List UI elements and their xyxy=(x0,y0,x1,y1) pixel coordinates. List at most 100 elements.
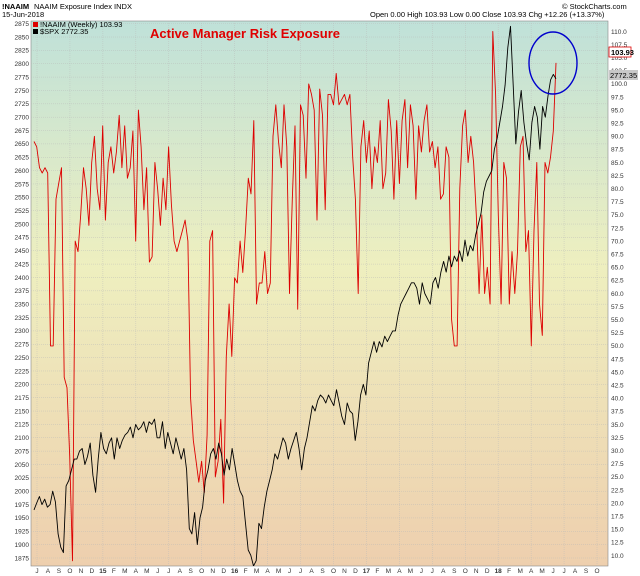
left-tick-label: 1925 xyxy=(15,529,30,536)
left-tick-label: 2400 xyxy=(15,275,30,282)
right-tick-label: 20.0 xyxy=(611,500,624,507)
left-tick-label: 2050 xyxy=(15,462,30,469)
x-tick-label: A xyxy=(573,568,578,575)
right-tick-label: 82.5 xyxy=(611,173,624,180)
right-tick-label: 12.5 xyxy=(611,540,624,547)
x-tick-label: A xyxy=(529,568,534,575)
x-tick-label: O xyxy=(67,568,72,575)
x-tick-label: S xyxy=(584,568,589,575)
x-tick-label: A xyxy=(134,568,139,575)
right-tick-label: 10.0 xyxy=(611,553,624,560)
left-tick-label: 2025 xyxy=(15,475,30,482)
x-tick-label: A xyxy=(397,568,402,575)
x-tick-label: S xyxy=(320,568,325,575)
x-tick-label: J xyxy=(420,568,423,575)
x-tick-label: J xyxy=(551,568,554,575)
x-tick-label: O xyxy=(199,568,204,575)
right-tick-label: 62.5 xyxy=(611,278,624,285)
left-tick-label: 2700 xyxy=(15,114,30,121)
right-tick-label: 110.0 xyxy=(611,29,627,36)
left-tick-label: 2450 xyxy=(15,248,30,255)
left-tick-label: 2100 xyxy=(15,435,30,442)
right-tick-label: 45.0 xyxy=(611,369,624,376)
right-tick-label: 37.5 xyxy=(611,409,624,416)
right-tick-label: 42.5 xyxy=(611,383,624,390)
right-tick-label: 17.5 xyxy=(611,514,624,521)
left-tick-label: 2675 xyxy=(15,128,30,135)
x-tick-label: A xyxy=(46,568,51,575)
x-tick-label: J xyxy=(35,568,38,575)
naaim-last-tag-text: 103.93 xyxy=(611,48,634,57)
right-tick-label: 97.5 xyxy=(611,94,624,101)
right-tick-label: 92.5 xyxy=(611,120,624,127)
x-tick-label: J xyxy=(288,568,291,575)
x-tick-label: D xyxy=(90,568,95,575)
quote-label: Open 0.00 High 103.93 Low 0.00 Close 103… xyxy=(370,10,605,19)
x-tick-label: S xyxy=(452,568,457,575)
right-tick-label: 75.0 xyxy=(611,212,624,219)
left-tick-label: 2175 xyxy=(15,395,30,402)
x-tick-label: F xyxy=(375,568,379,575)
series-line-spx xyxy=(33,25,557,566)
spx-last-tag-text: 2772.35 xyxy=(610,71,637,80)
date-label: 15-Jun-2018 xyxy=(2,10,44,19)
x-tick-label: A xyxy=(178,568,183,575)
x-tick-label: A xyxy=(309,568,314,575)
right-tick-label: 50.0 xyxy=(611,343,624,350)
right-tick-label: 67.5 xyxy=(611,251,624,258)
right-tick-label: 105.0 xyxy=(611,55,628,62)
x-axis: J A S O N D 15 F M A M J J A S O N D 16 F M A M J J A S O N D 17 F M A M J J… xyxy=(35,568,599,575)
left-tick-label: 2625 xyxy=(15,155,30,162)
chart-title: Active Manager Risk Exposure xyxy=(150,26,340,41)
x-tick-label: D xyxy=(353,568,358,575)
left-tick-label: 2350 xyxy=(15,301,30,308)
x-tick-label: M xyxy=(144,568,149,575)
right-tick-label: 65.0 xyxy=(611,265,624,272)
x-tick-label: M xyxy=(517,568,522,575)
x-tick-label: N xyxy=(474,568,479,575)
left-tick-label: 2000 xyxy=(15,488,30,495)
left-tick-label: 2650 xyxy=(15,141,30,148)
right-tick-label: 25.0 xyxy=(611,474,624,481)
x-tick-label: 16 xyxy=(231,568,239,575)
right-tick-label: 52.5 xyxy=(611,330,624,337)
x-tick-label: J xyxy=(167,568,170,575)
right-tick-label: 100.0 xyxy=(611,81,628,88)
left-tick-label: 2850 xyxy=(15,34,30,41)
series-line-naaim xyxy=(33,31,557,562)
legend-swatch-naaim xyxy=(33,22,38,27)
x-tick-label: D xyxy=(485,568,490,575)
left-tick-label: 1875 xyxy=(15,555,30,562)
left-tick-label: 2500 xyxy=(15,221,30,228)
x-tick-label: O xyxy=(331,568,336,575)
left-tick-label: 2550 xyxy=(15,195,30,202)
right-tick-label: 15.0 xyxy=(611,527,624,534)
right-tick-label: 47.5 xyxy=(611,356,624,363)
x-tick-label: A xyxy=(441,568,446,575)
left-tick-label: 2750 xyxy=(15,88,30,95)
x-tick-label: M xyxy=(539,568,544,575)
x-tick-label: A xyxy=(265,568,270,575)
right-tick-label: 72.5 xyxy=(611,225,624,232)
right-tick-label: 77.5 xyxy=(611,199,624,206)
x-tick-label: F xyxy=(507,568,511,575)
legend: !NAAIM (Weekly) 103.93 $SPX 2772.35 xyxy=(33,20,122,36)
x-tick-label: N xyxy=(79,568,84,575)
x-tick-label: M xyxy=(254,568,259,575)
x-tick-label: O xyxy=(594,568,599,575)
left-tick-label: 2125 xyxy=(15,422,30,429)
naaim-last-tag: 103.93 xyxy=(608,46,634,58)
x-tick-label: O xyxy=(463,568,468,575)
x-tick-label: F xyxy=(244,568,248,575)
left-tick-label: 2800 xyxy=(15,61,30,68)
left-tick-label: 2475 xyxy=(15,235,30,242)
left-tick-label: 2825 xyxy=(15,48,30,55)
left-tick-label: 2200 xyxy=(15,382,30,389)
left-tick-label: 2600 xyxy=(15,168,30,175)
right-tick-label: 55.0 xyxy=(611,317,624,324)
right-tick-label: 32.5 xyxy=(611,435,624,442)
right-tick-label: 70.0 xyxy=(611,238,624,245)
legend-swatch-spx xyxy=(33,29,38,34)
description-label: NAAIM Exposure Index INDX xyxy=(34,2,132,11)
